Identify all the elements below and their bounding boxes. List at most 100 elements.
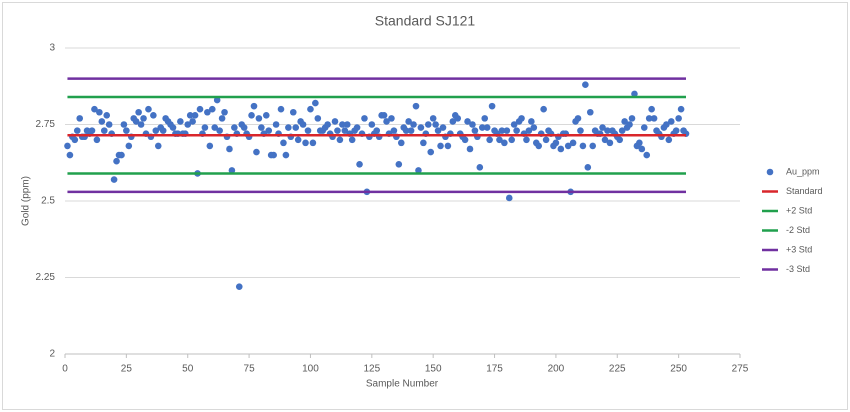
data-point (643, 151, 651, 159)
x-tick-label: 0 (62, 364, 68, 375)
data-point (140, 115, 147, 122)
x-tick-label: 275 (732, 364, 749, 375)
data-point (76, 115, 84, 122)
data-point (336, 136, 344, 144)
x-tick-label: 225 (609, 364, 626, 375)
legend-swatch (766, 168, 774, 176)
data-point (503, 127, 511, 134)
chart-title: Standard SJ121 (375, 13, 476, 29)
data-point (405, 118, 412, 125)
data-point (250, 102, 258, 110)
data-point (481, 115, 489, 122)
data-point (486, 136, 493, 144)
data-point (390, 127, 398, 134)
data-point (145, 105, 152, 113)
legend-label: -2 Std (786, 225, 810, 235)
y-axis-label: Gold (ppm) (21, 176, 32, 226)
data-point (353, 124, 361, 131)
data-point (361, 115, 368, 122)
data-point (586, 108, 594, 116)
data-point (132, 118, 140, 125)
data-point (120, 121, 128, 128)
data-point (483, 124, 491, 131)
data-point (437, 142, 444, 150)
data-point (412, 102, 420, 110)
data-point (66, 151, 74, 159)
data-point (407, 127, 415, 134)
data-point (621, 118, 628, 125)
data-point (410, 121, 417, 128)
data-point (667, 118, 675, 125)
data-point (424, 121, 432, 128)
y-tick-label: 2 (49, 349, 55, 360)
data-point (312, 99, 319, 107)
data-point (523, 136, 530, 144)
data-point (221, 108, 228, 116)
data-point (584, 164, 592, 171)
data-point (169, 124, 177, 131)
data-point (93, 136, 101, 144)
data-point (496, 136, 503, 144)
data-point (211, 124, 219, 131)
data-point (118, 151, 125, 159)
data-point (672, 127, 680, 134)
data-point (272, 121, 280, 128)
data-point (540, 105, 547, 113)
data-point (650, 115, 658, 122)
data-point (636, 139, 643, 147)
data-point (569, 139, 577, 147)
data-point (248, 112, 255, 119)
data-point (557, 145, 565, 153)
data-point (304, 127, 312, 134)
data-point (231, 124, 238, 131)
data-point (648, 105, 655, 113)
data-point (542, 136, 550, 144)
data-point (449, 118, 457, 125)
data-point (280, 139, 287, 147)
data-point (589, 142, 597, 150)
data-point (334, 127, 341, 134)
data-point (110, 176, 118, 183)
data-point (64, 142, 71, 150)
data-point (380, 112, 388, 119)
y-tick-label: 2.25 (36, 272, 56, 283)
data-point (356, 160, 363, 168)
data-point (255, 115, 263, 122)
data-point (201, 124, 209, 131)
data-point (434, 127, 442, 134)
data-point (501, 139, 508, 147)
legend-label: Standard (786, 186, 823, 196)
data-point (258, 124, 265, 131)
data-point (103, 112, 111, 119)
data-point (100, 127, 108, 134)
data-point (294, 136, 302, 144)
data-point (208, 105, 216, 113)
data-point (159, 127, 167, 134)
data-point (577, 127, 584, 134)
data-point (618, 127, 626, 134)
data-point (292, 124, 300, 131)
data-point (638, 145, 646, 153)
data-point (513, 127, 520, 134)
x-tick-label: 175 (486, 364, 503, 375)
data-point (307, 105, 314, 113)
data-point (505, 194, 513, 202)
data-point (402, 127, 410, 134)
data-point (343, 121, 351, 128)
data-point (135, 108, 142, 116)
data-point (432, 121, 439, 128)
data-point (677, 105, 685, 113)
data-point (177, 118, 184, 125)
data-point (645, 115, 653, 122)
data-point (348, 136, 356, 144)
data-point (510, 121, 518, 128)
data-point (368, 121, 376, 128)
data-point (196, 105, 204, 113)
data-point (535, 142, 543, 150)
data-point (518, 115, 525, 122)
data-point (579, 142, 587, 150)
data-point (331, 118, 339, 125)
